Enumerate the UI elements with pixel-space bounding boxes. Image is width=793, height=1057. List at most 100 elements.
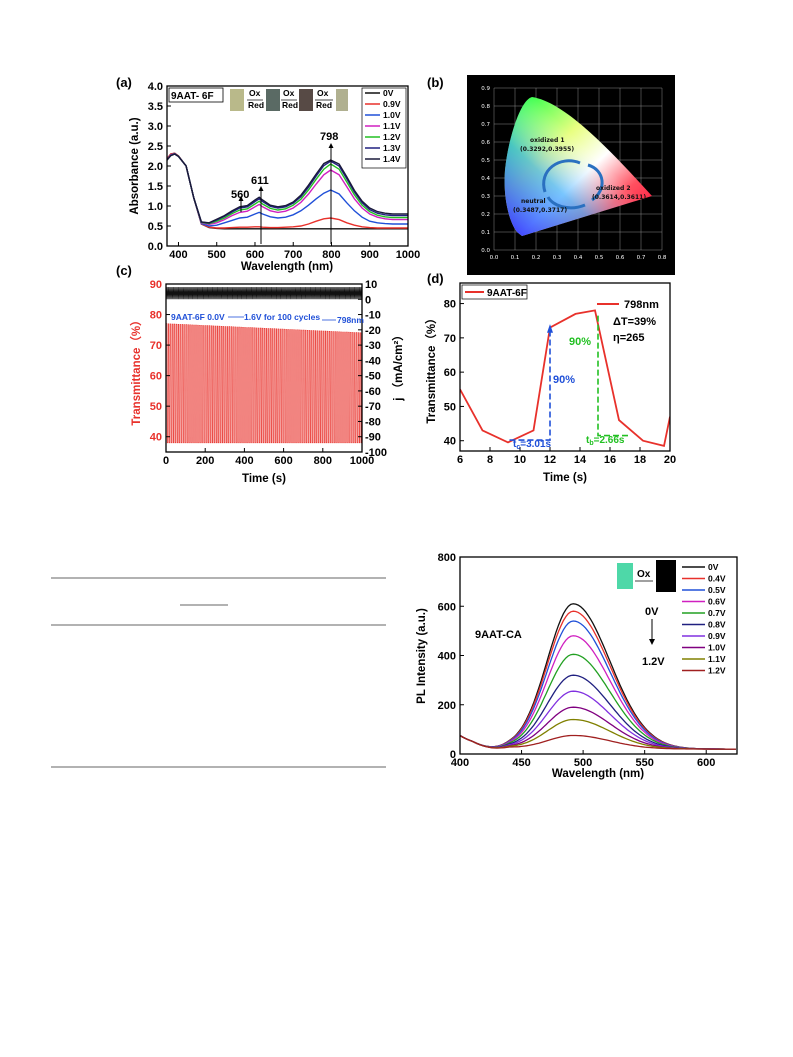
coloring-time-marker — [509, 329, 551, 441]
xtick-label: 200 — [196, 455, 214, 467]
ytick-label-right: -20 — [365, 325, 381, 337]
cie-xtick-label: 0.4 — [574, 255, 583, 261]
ytick-label: 1.0 — [148, 201, 163, 213]
panel-e-arrow-bottom: 1.2V — [642, 656, 665, 668]
ox-label-3: Ox — [317, 88, 329, 98]
panel-e-arrow-head — [649, 639, 655, 645]
xtick-label: 600 — [246, 249, 264, 261]
series-line-0.7V — [460, 653, 736, 750]
ytick-label: 60 — [150, 371, 162, 383]
panel-d-ylabel: Transmittance（%） — [424, 312, 438, 423]
series-line-0V — [460, 603, 736, 750]
tc-t: t — [513, 439, 517, 450]
ytick-label: 80 — [150, 310, 162, 322]
film-photo-state-2 — [299, 89, 313, 111]
red-label-2: Red — [282, 100, 298, 110]
legend-entry: 1.2V — [708, 666, 726, 676]
series-line-0.9V — [460, 690, 736, 750]
panel-c-yticks-right: 10 0 -10 -20 -30 -40 -50 -60 -70 -80 -90 -100 — [358, 279, 387, 459]
ytick-label: 3.5 — [148, 101, 163, 113]
film-photo-neutral — [230, 89, 244, 111]
panel-e-xticks: 400 450 500 550 600 — [451, 750, 715, 769]
panel-e-ox-label: Ox — [637, 569, 651, 580]
panel-d-lines — [460, 309, 670, 447]
panel-a-legend-box — [361, 87, 407, 169]
ytick-label-right: -30 — [365, 340, 381, 352]
panel-a-film-photos: Ox Red Ox Red Ox Red — [230, 88, 348, 111]
ytick-label: 3.0 — [148, 121, 163, 133]
series-current-density — [166, 287, 362, 300]
panel-c-annotation-left: 9AAT-6F 0.0V — [171, 312, 225, 322]
panel-e-ylabel: PL Intensity (a.u.) — [416, 608, 428, 704]
legend-entry: 1.0V — [708, 643, 726, 653]
ytick-label: 50 — [150, 401, 162, 413]
legend-entry: 0.6V — [708, 597, 726, 607]
panel-b: (b) 0.0 0.1 0.2 0.3 0.4 0.5 0.6 0.7 0.8 0.00.10.… — [427, 75, 675, 275]
peak-label-611: 611 — [251, 175, 269, 187]
ytick-label: 4.0 — [148, 81, 163, 93]
cie-xtick-label: 0.2 — [532, 255, 541, 261]
peak-label-560: 560 — [231, 189, 249, 201]
ytick-label: 40 — [444, 436, 456, 448]
cie-xtick-label: 0.1 — [511, 255, 520, 261]
ytick-label-right: 0 — [365, 294, 371, 306]
red-label-3: Red — [316, 100, 332, 110]
arrow-560-head — [238, 196, 244, 201]
legend-entry: 1.3V — [383, 143, 401, 153]
ytick-label-right: -70 — [365, 401, 381, 413]
panel-e-lines — [460, 603, 736, 750]
cie-yticks: 0.0 0.1 0.2 0.3 0.4 0.5 0.6 0.7 0.8 0.9 — [481, 86, 490, 254]
ytick-label: 2.0 — [148, 161, 163, 173]
cie-xtick-label: 0.8 — [658, 255, 667, 261]
series-line-9AAT-6F — [460, 309, 670, 447]
panel-c-xticks: 0 200 400 600 800 1000 — [163, 448, 374, 467]
ytick-label: 800 — [438, 552, 456, 564]
panel-e-yticks: 0 200 400 600 800 — [438, 552, 464, 761]
panel-a: (a) 400 500 600 700 800 900 1000 0.0 0.5 1.0 1.5 2… — [116, 75, 420, 273]
cie-ytick-label: 0.1 — [481, 230, 490, 236]
panel-d: (d) 6 8 10 12 14 16 18 20 40 50 60 70 80 Time (s) T… — [424, 271, 676, 484]
legend-entry: 0.7V — [708, 608, 726, 618]
cie-label-oxidized2: oxidized 2 — [596, 185, 631, 192]
ytick-label: 80 — [444, 299, 456, 311]
panel-a-xticks: 400 500 600 700 800 900 1000 — [169, 242, 420, 261]
arrow-798-head — [328, 143, 334, 148]
panel-d-xlabel: Time (s) — [543, 472, 587, 484]
cie-coord-oxidized1: (0.3292,0.3955) — [520, 146, 574, 153]
legend-entry: 0.8V — [708, 620, 726, 630]
tc-sub: c — [516, 444, 520, 451]
film-photo-state-3 — [336, 89, 348, 111]
panel-c-annotation-mid: 1.6V for 100 cycles — [244, 312, 320, 322]
panel-e-legend: 0V 0.4V0.5V 0.6V0.7V 0.8V0.9V 1.0V1.1V 1.2V — [682, 562, 726, 676]
cie-arrow-right — [587, 163, 604, 202]
cie-xtick-label: 0.0 — [490, 255, 499, 261]
panel-c-lines — [166, 287, 362, 444]
series-line-1.4V — [167, 153, 408, 224]
ytick-label: 1.5 — [148, 181, 163, 193]
xtick-label: 800 — [322, 249, 340, 261]
xtick-label: 18 — [634, 454, 646, 466]
cie-coord-neutral: (0.3487,0.3717) — [513, 207, 567, 214]
ytick-label: 600 — [438, 601, 456, 613]
xtick-label: 10 — [514, 454, 526, 466]
cie-ytick-label: 0.5 — [481, 158, 490, 164]
panel-d-eta: η=265 — [613, 332, 645, 344]
panel-a-label: (a) — [116, 75, 132, 90]
panel-d-legend-label: 9AAT-6F — [487, 288, 527, 299]
legend-entry: 1.4V — [383, 154, 401, 164]
xtick-label: 16 — [604, 454, 616, 466]
ytick-label-right: -90 — [365, 432, 381, 444]
xtick-label: 14 — [574, 454, 587, 466]
panel-c-annotation-right: 798nm — [337, 315, 364, 325]
panel-a-legend: 0V0.9V1.0V1.1V1.2V1.3V1.4V — [365, 88, 401, 164]
xtick-label: 500 — [574, 757, 592, 769]
panel-d-xticks: 6 8 10 12 14 16 18 20 — [457, 447, 676, 466]
panel-d-delta-t: ΔT=39% — [613, 316, 656, 328]
legend-entry: 1.2V — [383, 132, 401, 142]
legend-entry: 0.4V — [708, 574, 726, 584]
ytick-label: 90 — [150, 279, 162, 291]
cie-coord-oxidized2: (0.3614,0.3611) — [592, 194, 646, 201]
panel-d-pct-green: 90% — [569, 336, 591, 348]
film-photo-state-1 — [266, 89, 280, 111]
xtick-label: 1000 — [396, 249, 420, 261]
